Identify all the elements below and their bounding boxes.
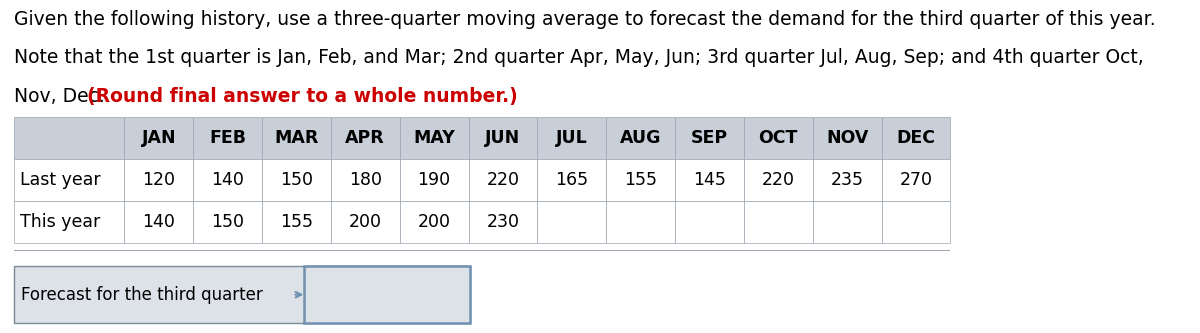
Text: Nov, Dec.: Nov, Dec. (14, 87, 112, 106)
FancyBboxPatch shape (304, 266, 470, 323)
Text: Given the following history, use a three-quarter moving average to forecast the : Given the following history, use a three… (14, 10, 1156, 29)
Text: Forecast for the third quarter: Forecast for the third quarter (22, 286, 263, 304)
FancyBboxPatch shape (14, 266, 470, 323)
Text: Note that the 1st quarter is Jan, Feb, and Mar; 2nd quarter Apr, May, Jun; 3rd q: Note that the 1st quarter is Jan, Feb, a… (14, 48, 1144, 67)
Text: (Round final answer to a whole number.): (Round final answer to a whole number.) (88, 87, 518, 106)
